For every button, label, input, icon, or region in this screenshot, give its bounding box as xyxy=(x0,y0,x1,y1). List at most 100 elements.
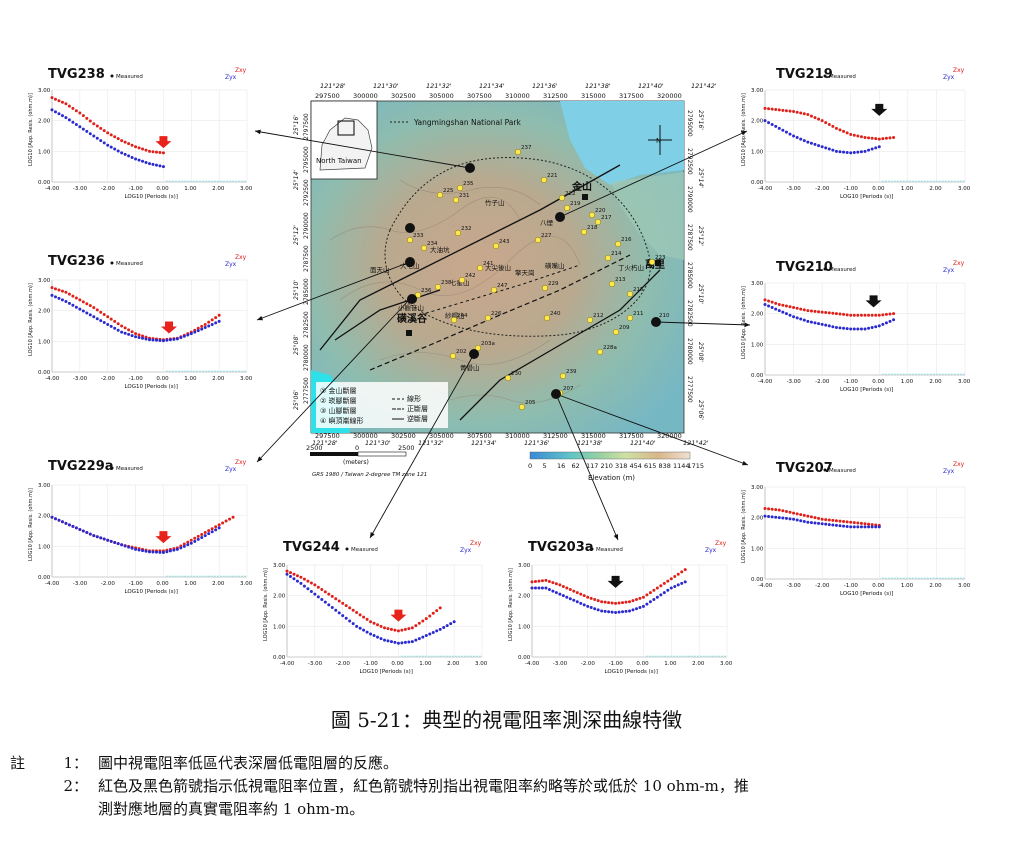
data-point-zyx xyxy=(109,145,113,149)
data-point-zxy xyxy=(817,117,821,121)
data-point-zxy xyxy=(351,608,355,612)
data-point-zxy xyxy=(867,136,871,140)
measured-marker xyxy=(823,74,827,78)
station-dot xyxy=(490,286,498,294)
data-point-zxy xyxy=(784,109,788,113)
legend-zxy: Zxy xyxy=(235,67,247,74)
data-point-zxy xyxy=(845,131,849,135)
data-point-zxy xyxy=(817,310,821,314)
data-point-zyx xyxy=(774,307,778,311)
data-point-zxy xyxy=(892,312,896,316)
data-point-zxy xyxy=(809,114,813,118)
selected-station-dot xyxy=(405,223,415,233)
station-label: 202 xyxy=(456,349,467,355)
connector-arrowhead xyxy=(257,456,263,462)
data-point-zyx xyxy=(393,640,397,644)
data-point-zyx xyxy=(95,535,99,539)
symbol-legend-item: 正斷層 xyxy=(407,404,428,413)
data-point-zxy xyxy=(74,296,78,300)
data-point-zxy xyxy=(78,111,82,115)
data-point-zyx xyxy=(795,316,799,320)
x-tick-label: -3.00 xyxy=(787,186,802,192)
data-point-zyx xyxy=(92,315,96,319)
inset-map: North Taiwan xyxy=(310,100,378,180)
data-point-zxy xyxy=(792,511,796,515)
station-label: 207 xyxy=(563,386,574,392)
y-tick-label: 2.00 xyxy=(38,309,51,315)
x-tick-label: -1.00 xyxy=(609,661,624,667)
data-point-zyx xyxy=(537,586,541,590)
map-lon-tick-bottom: 121°30' xyxy=(365,439,391,447)
data-point-zxy xyxy=(792,306,796,310)
data-point-zyx xyxy=(365,630,369,634)
low-resistivity-arrow-icon xyxy=(155,136,172,149)
data-point-zyx xyxy=(403,640,407,644)
map-north-tick: 2782500 xyxy=(303,311,310,338)
data-point-zxy xyxy=(74,109,78,113)
data-point-zyx xyxy=(141,549,145,553)
data-point-zyx xyxy=(383,638,386,642)
x-tick-label: -1.00 xyxy=(844,186,859,192)
data-point-zyx xyxy=(207,532,211,536)
station-dot xyxy=(450,316,458,324)
x-tick-label: -4.00 xyxy=(45,376,60,382)
x-tick-label: -2.00 xyxy=(815,186,830,192)
station-dot xyxy=(420,244,428,252)
data-point-zyx xyxy=(179,546,183,550)
data-point-zyx xyxy=(428,632,432,636)
x-tick-label: 3.00 xyxy=(240,581,253,587)
x-tick-label: 1.00 xyxy=(901,186,914,192)
data-point-zxy xyxy=(386,627,390,631)
data-point-zyx xyxy=(116,328,120,332)
map-north-tick-right: 2790000 xyxy=(686,186,693,213)
panel-title: TVG207 xyxy=(776,461,833,476)
data-point-zyx xyxy=(53,517,57,521)
y-tick-label: 3.00 xyxy=(38,483,51,489)
data-point-zxy xyxy=(579,592,583,596)
map-lon-tick-bottom: 121°32' xyxy=(418,439,444,447)
data-point-zxy xyxy=(624,600,628,604)
data-point-zyx xyxy=(210,322,214,326)
data-point-zyx xyxy=(827,147,831,151)
x-axis-label: LOG10 [Periods (s)] xyxy=(840,387,893,393)
panel-title: TVG203a xyxy=(528,540,594,555)
data-point-zxy xyxy=(64,290,68,294)
y-tick-label: 3.00 xyxy=(38,278,51,284)
station-label: 205 xyxy=(525,400,536,406)
data-point-zxy xyxy=(809,515,813,519)
map-east-tick-bottom: 307500 xyxy=(467,432,492,440)
station-dot xyxy=(596,348,604,356)
x-tick-label: 0.00 xyxy=(872,583,885,589)
map-lat-tick: 25°08' xyxy=(293,335,300,355)
data-point-zyx xyxy=(334,608,338,612)
data-point-zxy xyxy=(820,517,824,521)
data-point-zyx xyxy=(348,619,352,623)
data-point-zxy xyxy=(365,617,369,621)
data-point-zyx xyxy=(809,521,813,525)
data-point-zxy xyxy=(376,623,380,627)
data-point-zxy xyxy=(134,145,138,149)
data-point-zxy xyxy=(530,580,534,584)
data-point-zyx xyxy=(596,608,600,612)
station-dot xyxy=(559,372,567,380)
data-point-zyx xyxy=(788,132,792,136)
station-label: 236 xyxy=(421,288,432,294)
data-point-zyx xyxy=(158,338,162,342)
x-tick-label: -3.00 xyxy=(73,376,88,382)
data-point-zyx xyxy=(376,635,380,639)
data-point-zxy xyxy=(824,311,828,315)
data-point-zyx xyxy=(161,339,165,343)
low-resistivity-arrow-icon xyxy=(155,531,172,544)
data-point-zxy xyxy=(863,522,867,526)
x-tick-label: -3.00 xyxy=(308,661,323,667)
data-point-zxy xyxy=(540,579,544,583)
data-point-zyx xyxy=(781,310,785,314)
panel-title: TVG210 xyxy=(776,260,833,275)
svg-text:0: 0 xyxy=(355,444,359,452)
map-lon-tick: 121°36' xyxy=(532,82,558,90)
station-label: 240 xyxy=(550,311,561,317)
data-point-zxy xyxy=(870,313,874,317)
data-point-zxy xyxy=(838,519,842,523)
data-point-zyx xyxy=(824,323,828,327)
map-lon-tick: 121°28' xyxy=(320,82,346,90)
